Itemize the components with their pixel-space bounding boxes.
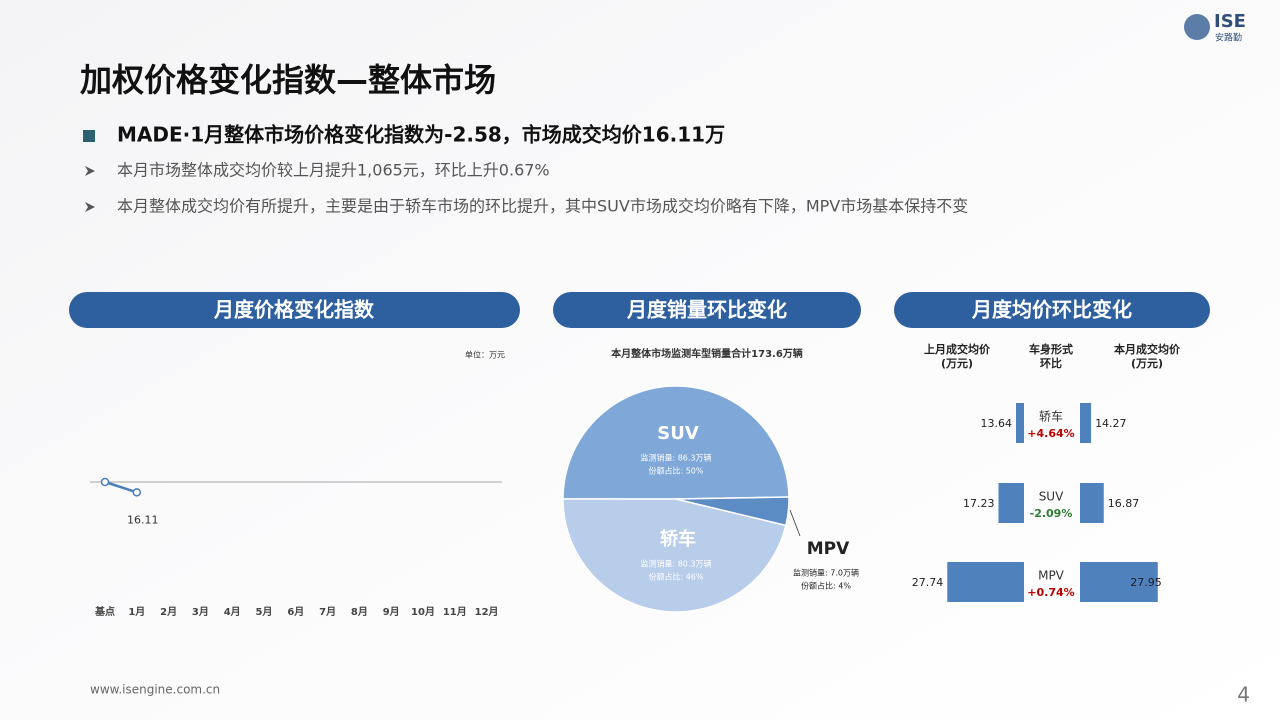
chart-title: 月度销量环比变化 (626, 298, 787, 322)
column-header: 车身形式 (1029, 342, 1073, 356)
x-tick-label: 基点 (94, 605, 115, 618)
bar (1080, 483, 1104, 523)
panel-header (553, 292, 861, 328)
bar-label: 16.87 (1108, 497, 1140, 510)
line (104, 480, 138, 494)
slice-value: 监测销量: 80.3万辆 (640, 559, 711, 569)
x-tick-label: 8月 (351, 606, 368, 618)
bar-label: 13.64 (981, 417, 1013, 430)
footer-url: www.isengine.com.cn (90, 683, 220, 697)
bar (1080, 403, 1092, 443)
bar (1080, 562, 1158, 602)
bar-label: 17.23 (963, 497, 995, 510)
point (100, 477, 110, 487)
bar (998, 483, 1024, 523)
page-number: 4 (1237, 683, 1250, 707)
pie-slice (562, 498, 787, 613)
bullet: 本月整体成交均价有所提升，主要是由于轿车市场的环比提升，其中SUV市场成交均价略… (117, 197, 968, 216)
logo-sub: 安路勤 (1215, 32, 1242, 44)
unit: 单位：万元 (465, 350, 505, 360)
change-label: +4.64% (1027, 427, 1074, 440)
panel-header (69, 292, 520, 328)
x-tick-label: 3月 (192, 606, 209, 618)
slice-value: 监测销量: 86.3万辆 (640, 453, 711, 463)
slice-label: 轿车 (660, 528, 696, 550)
point-label: 16.11 (127, 513, 159, 526)
x-tick-label: 9月 (383, 606, 400, 618)
arrow (85, 166, 95, 176)
bar-label: 27.95 (1130, 576, 1162, 589)
column-header: (万元) (1131, 357, 1163, 370)
pie-slice (675, 496, 790, 527)
main-bullet: MADE·1月整体市场价格变化指数为-2.58，市场成交均价16.11万 (117, 123, 725, 147)
change-label: +0.74% (1027, 586, 1074, 599)
bullet: 本月市场整体成交均价较上月提升1,065元，环比上升0.67% (117, 161, 550, 180)
bar-label: 14.27 (1095, 417, 1127, 430)
panel-header (894, 292, 1210, 328)
x-tick-label: 7月 (319, 606, 336, 618)
slice-share: 份额占比: 50% (648, 466, 703, 476)
column-header: (万元) (941, 357, 973, 370)
chart-title: 月度价格变化指数 (213, 298, 375, 322)
bar (1016, 403, 1024, 443)
x-tick-label: 11月 (443, 606, 467, 618)
x-tick-label: 2月 (160, 606, 177, 618)
category-label: 轿车 (1039, 409, 1063, 424)
slice-value: 监测销量: 7.0万辆 (793, 568, 859, 578)
x-tick-label: 4月 (224, 606, 241, 618)
slice-share: 份额占比: 4% (801, 581, 851, 591)
bullet-square (83, 130, 95, 142)
slice-label: SUV (657, 423, 699, 444)
x-tick-label: 1月 (128, 606, 145, 618)
slice-share: 份额占比: 46% (648, 572, 703, 582)
chart-title: 月度均价环比变化 (971, 298, 1132, 322)
x-tick-label: 6月 (287, 606, 304, 618)
x-tick-label: 10月 (411, 606, 435, 618)
x-tick-label: 5月 (256, 606, 273, 618)
title: 加权价格变化指数—整体市场 (80, 61, 496, 99)
pie-slice (562, 385, 790, 500)
logo-icon (1184, 14, 1210, 40)
bar (947, 562, 1024, 602)
x-tick-label: 12月 (475, 606, 499, 618)
change-label: -2.09% (1030, 507, 1073, 520)
column-header: 上月成交均价 (924, 342, 991, 356)
column-header: 环比 (1040, 356, 1062, 370)
subtitle: 本月整体市场监测车型销量合计173.6万辆 (611, 347, 803, 360)
category-label: MPV (1038, 569, 1065, 583)
column-header: 本月成交均价 (1114, 342, 1181, 356)
slice-label: MPV (807, 539, 850, 559)
logo: ISE (1214, 11, 1246, 32)
leader-line (789, 509, 801, 537)
bar-label: 27.74 (912, 576, 944, 589)
category-label: SUV (1039, 490, 1064, 504)
arrow (85, 202, 95, 212)
point (132, 488, 142, 497)
